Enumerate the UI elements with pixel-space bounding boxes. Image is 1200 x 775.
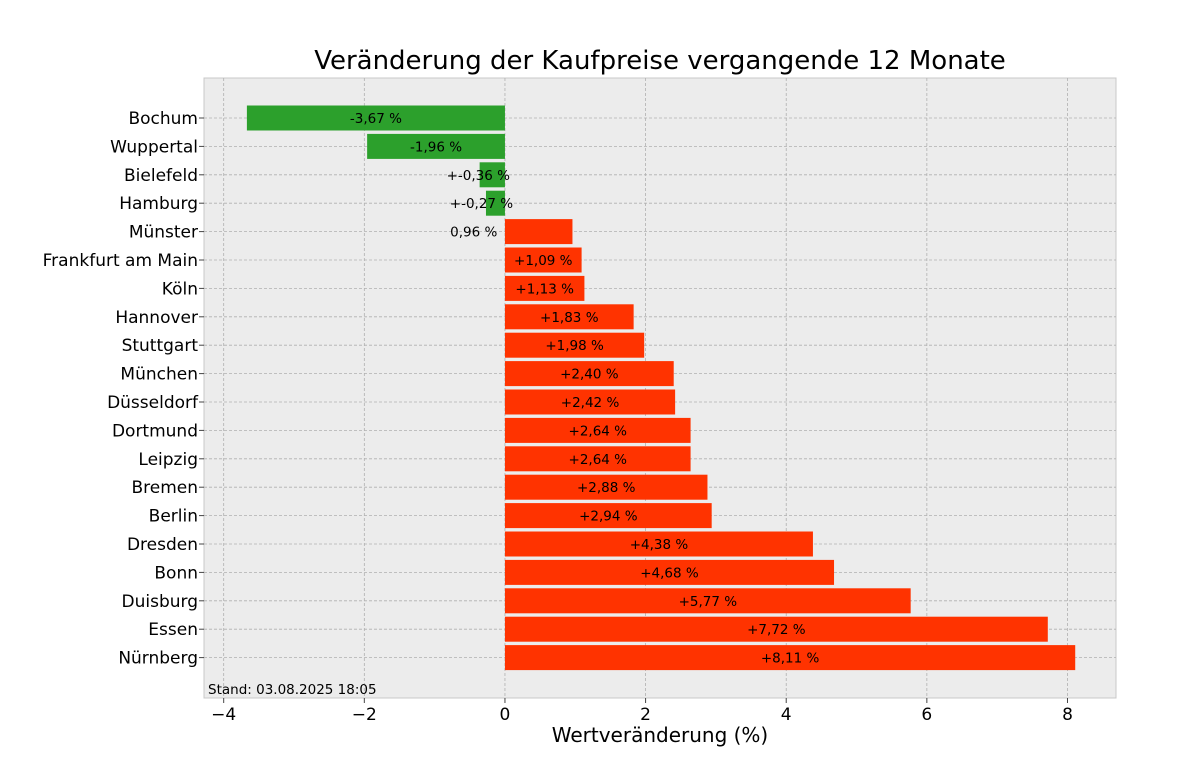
y-tick-label: Bochum (128, 109, 198, 129)
bar-16 (504, 531, 813, 557)
bar-6 (504, 247, 582, 273)
y-tick-label: München (120, 365, 198, 385)
bar-value-label: +8,11 % (761, 651, 820, 667)
bar-value-label: 0,96 % (450, 225, 497, 241)
bar-15 (504, 503, 712, 529)
bar-value-label: +5,77 % (679, 594, 738, 610)
bar-value-label: +2,64 % (569, 423, 628, 439)
bar-value-label: +1,83 % (540, 310, 599, 326)
bar-4 (485, 190, 505, 216)
y-tick-label: Hamburg (119, 194, 198, 214)
y-tick-label: Münster (129, 223, 198, 243)
y-tick-label: Nürnberg (118, 649, 198, 669)
bar-9 (504, 332, 645, 358)
y-tick-label: Leipzig (138, 450, 198, 470)
bars (246, 105, 1076, 671)
y-tick-label: Köln (162, 279, 198, 299)
bar-value-label: +1,98 % (545, 338, 604, 354)
bar-8 (504, 304, 634, 330)
bar-5 (504, 219, 573, 245)
bar-value-label: +7,72 % (747, 622, 806, 638)
bar-10 (504, 361, 674, 387)
bar-17 (504, 559, 835, 585)
x-tick-label: 2 (640, 705, 651, 725)
bar-20 (504, 645, 1076, 671)
bar-2 (367, 133, 505, 159)
bar-value-label: -1,96 % (410, 139, 462, 155)
y-tick-label: Bremen (131, 478, 198, 498)
x-tick-label: −2 (352, 705, 377, 725)
x-tick-label: −4 (211, 705, 236, 725)
bar-18 (504, 588, 911, 614)
y-tick-label: Berlin (149, 507, 198, 527)
bar-labels: -3,67 % -1,96 % +-0,36 % +-0,27 % 0,96 % +1,0… (350, 111, 820, 667)
y-tick-label: Dresden (127, 535, 198, 555)
x-axis-label: Wertveränderung (%) (552, 723, 769, 747)
y-tick-label: Wuppertal (110, 137, 198, 157)
bar-value-label: +4,38 % (630, 537, 689, 553)
bar-value-label: +2,42 % (561, 395, 620, 411)
bar-value-label: +4,68 % (640, 565, 699, 581)
bar-value-label: +-0,36 % (447, 168, 511, 184)
bar-19 (504, 616, 1048, 642)
bar-7 (504, 275, 585, 301)
y-tick-label: Dortmund (112, 421, 198, 441)
y-tick-label: Essen (148, 620, 198, 640)
bar-value-label: +1,13 % (515, 281, 574, 297)
y-tick-label: Duisburg (122, 592, 199, 612)
x-tick-label: 8 (1062, 705, 1073, 725)
x-tick-label: 4 (781, 705, 792, 725)
y-tick-label: Frankfurt am Main (43, 251, 198, 271)
y-tick-label: Düsseldorf (107, 393, 199, 413)
y-tick-label: Bonn (154, 563, 198, 583)
y-tick-label: Hannover (115, 308, 198, 328)
bar-value-label: +2,94 % (579, 509, 638, 525)
x-tick-label: 6 (921, 705, 932, 725)
bar-value-label: +1,09 % (514, 253, 573, 269)
bar-value-label: -3,67 % (350, 111, 402, 127)
bar-3 (479, 162, 505, 188)
bar-12 (504, 417, 691, 443)
bar-value-label: +2,64 % (569, 452, 628, 468)
timestamp-note: Stand: 03.08.2025 18:05 (208, 682, 377, 698)
chart-title: Veränderung der Kaufpreise vergangende 1… (314, 46, 1006, 76)
bar-14 (504, 474, 708, 500)
bar-value-label: +-0,27 % (450, 196, 514, 212)
bar-1 (246, 105, 505, 131)
y-tick-labels: Bochum Wuppertal Bielefeld Hamburg Münster Fr… (43, 109, 204, 669)
y-tick-label: Bielefeld (124, 166, 198, 186)
x-tick-label: 0 (500, 705, 511, 725)
bar-value-label: +2,88 % (577, 480, 636, 496)
bar-11 (504, 389, 676, 415)
bar-13 (504, 446, 691, 472)
bar-value-label: +2,40 % (560, 367, 619, 383)
y-tick-label: Stuttgart (122, 336, 199, 356)
x-tick-labels: −4 −2 0 2 4 6 8 (211, 698, 1073, 725)
